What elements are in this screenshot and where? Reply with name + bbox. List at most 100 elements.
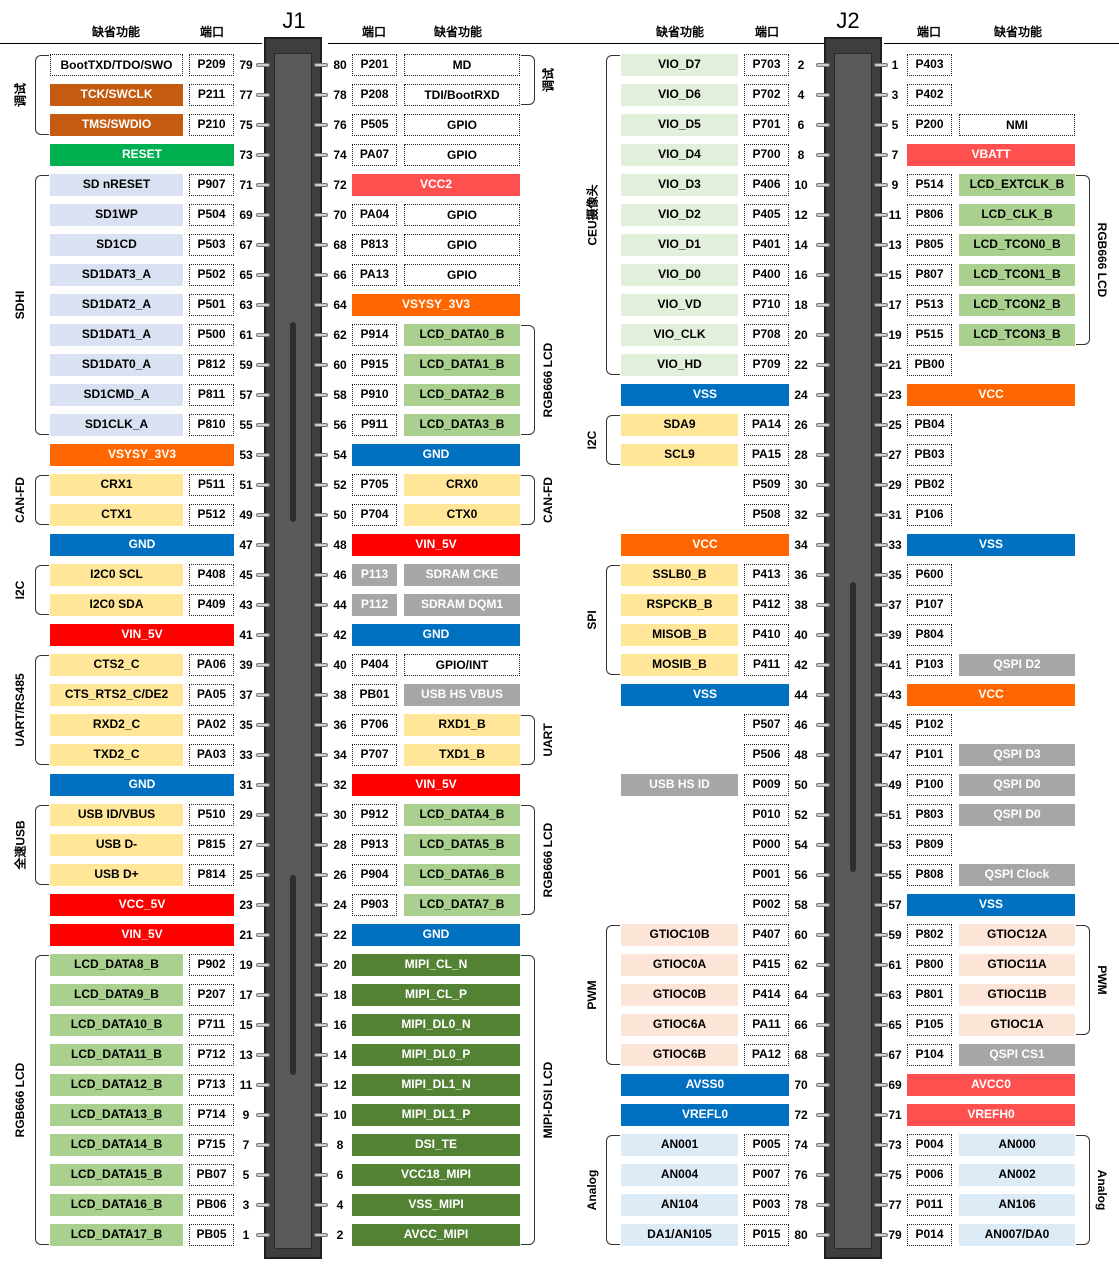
connector-pin	[256, 603, 270, 607]
group-label: PWM	[1095, 965, 1109, 995]
pin-number: 12	[794, 208, 808, 222]
function-label: SD1DAT3_A	[50, 264, 183, 286]
port-label: PA13	[352, 264, 397, 286]
function-bar: DSI_TE	[352, 1134, 520, 1156]
port-label: PB00	[907, 354, 952, 376]
port-label: P507	[744, 714, 789, 736]
connector-pin	[816, 1203, 830, 1207]
pin-number: 41	[888, 658, 902, 672]
pin-number: 63	[239, 298, 253, 312]
port-label: P410	[744, 624, 789, 646]
port-label: P913	[352, 834, 397, 856]
pin-number: 8	[797, 148, 805, 162]
port-label: P810	[189, 414, 234, 436]
connector-pin	[256, 753, 270, 757]
port-label: P207	[189, 984, 234, 1006]
connector-pin	[874, 693, 888, 697]
port-label: P500	[189, 324, 234, 346]
function-label: TCK/SWCLK	[50, 84, 183, 106]
port-label: P512	[189, 504, 234, 526]
connector-pin	[256, 153, 270, 157]
connector-pin	[314, 1113, 328, 1117]
function-label: AN104	[621, 1194, 738, 1216]
function-bar: AVSS0	[621, 1074, 789, 1096]
function-label: SD1DAT1_A	[50, 324, 183, 346]
function-bar: VCC_5V	[50, 894, 234, 916]
connector-pin	[816, 573, 830, 577]
pin-number: 71	[239, 178, 253, 192]
function-label: SCL9	[621, 444, 738, 466]
connector-pin	[816, 1023, 830, 1027]
connector-pin	[314, 873, 328, 877]
pin-number: 75	[239, 118, 253, 132]
port-label: P902	[189, 954, 234, 976]
pin-number: 7	[891, 148, 899, 162]
port-label: P015	[744, 1224, 789, 1246]
port-label: P003	[744, 1194, 789, 1216]
connector-pin	[874, 273, 888, 277]
port-label: P007	[744, 1164, 789, 1186]
group-label: Analog	[1095, 1169, 1109, 1211]
port-label: P911	[352, 414, 397, 436]
function-bar: GND	[50, 534, 234, 556]
port-label: P103	[907, 654, 952, 676]
connector-pin	[314, 753, 328, 757]
port-label: P903	[352, 894, 397, 916]
function-bar: MIPI_DL1_N	[352, 1074, 520, 1096]
connector-pin	[314, 1143, 328, 1147]
group-label: RGB666 LCD	[541, 822, 555, 898]
function-bar: VSS_MIPI	[352, 1194, 520, 1216]
pin-number: 56	[794, 868, 808, 882]
port-label: P411	[744, 654, 789, 676]
connector-pin	[256, 813, 270, 817]
connector-pin	[314, 123, 328, 127]
port-label: P713	[189, 1074, 234, 1096]
pin-number: 6	[336, 1168, 344, 1182]
function-label: VIO_VD	[621, 294, 738, 316]
function-label: LCD_DATA6_B	[404, 864, 520, 886]
port-label: P401	[744, 234, 789, 256]
connector-pin	[874, 543, 888, 547]
connector-pin	[314, 483, 328, 487]
pin-number: 80	[794, 1228, 808, 1242]
pin-number: 18	[794, 298, 808, 312]
pin-number: 42	[794, 658, 808, 672]
port-label: P200	[907, 114, 952, 136]
pin-number: 64	[333, 298, 347, 312]
port-label: P501	[189, 294, 234, 316]
function-label: QSPI CS1	[959, 1044, 1075, 1066]
connector-pin	[874, 1203, 888, 1207]
j1-left-port-header: 端口	[199, 25, 224, 39]
pin-number: 70	[794, 1078, 808, 1092]
port-label: P708	[744, 324, 789, 346]
function-label: QSPI Clock	[959, 864, 1075, 886]
connector-pin	[256, 903, 270, 907]
port-label: P105	[907, 1014, 952, 1036]
port-label: P112	[352, 594, 397, 616]
pin-number: 68	[794, 1048, 808, 1062]
pin-number: 34	[333, 748, 347, 762]
port-label: PB06	[189, 1194, 234, 1216]
group-label: I2C	[13, 580, 27, 600]
connector-pin	[256, 1113, 270, 1117]
pin-number: 78	[333, 88, 347, 102]
j1-connector-body	[264, 37, 322, 1259]
group-bracket	[521, 475, 535, 525]
port-label: P808	[907, 864, 952, 886]
group-label: RGB666 LCD	[1095, 222, 1109, 298]
connector-pin	[256, 513, 270, 517]
port-label: PA12	[744, 1044, 789, 1066]
function-label: AN106	[959, 1194, 1075, 1216]
pin-number: 66	[333, 268, 347, 282]
port-label: P107	[907, 594, 952, 616]
function-label: GPIO	[404, 204, 520, 226]
function-label: VIO_D1	[621, 234, 738, 256]
function-label: USB HS VBUS	[404, 684, 520, 706]
function-bar: VIN_5V	[352, 774, 520, 796]
connector-pin	[874, 663, 888, 667]
port-label: PA04	[352, 204, 397, 226]
port-label: P400	[744, 264, 789, 286]
port-label: P702	[744, 84, 789, 106]
function-label: SD1DAT2_A	[50, 294, 183, 316]
function-label: SD1CLK_A	[50, 414, 183, 436]
